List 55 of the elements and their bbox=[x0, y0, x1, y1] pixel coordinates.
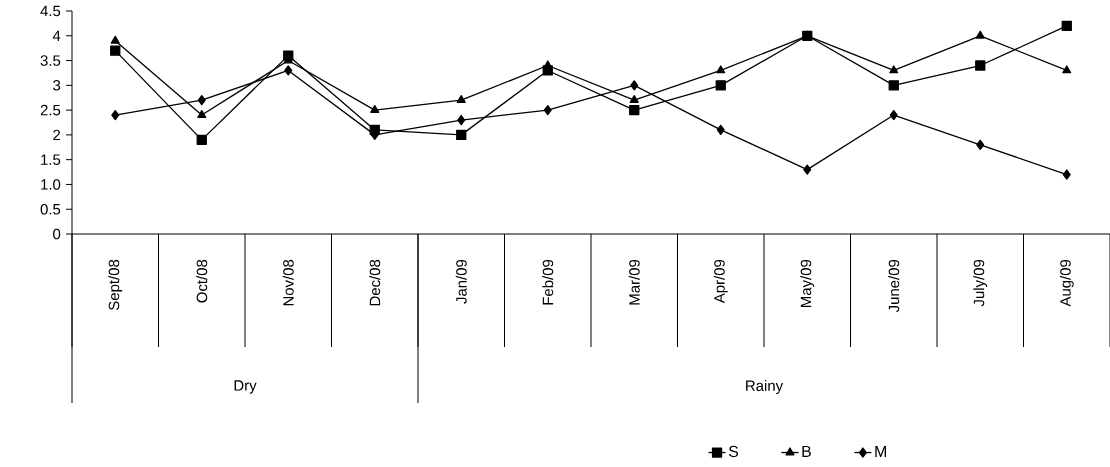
y-tick-label: 0 bbox=[53, 228, 61, 240]
y-tick-label: 4.5 bbox=[40, 5, 61, 17]
point bbox=[456, 95, 466, 104]
y-tick-label: 2 bbox=[53, 129, 61, 141]
point bbox=[110, 35, 120, 44]
point bbox=[715, 80, 726, 91]
point bbox=[975, 30, 985, 39]
legend-label: B bbox=[802, 445, 811, 457]
y-tick-label: 4 bbox=[52, 30, 61, 41]
x-tick-label: Feb/09 bbox=[542, 259, 554, 305]
point bbox=[716, 124, 725, 136]
point bbox=[976, 139, 985, 150]
point bbox=[456, 129, 467, 141]
point bbox=[1061, 20, 1072, 32]
y-tick-label: 3 bbox=[53, 80, 61, 91]
point bbox=[197, 109, 207, 118]
point bbox=[975, 60, 986, 71]
x-tick-label: July/09 bbox=[973, 259, 988, 307]
x-tick-label: Dec/08 bbox=[369, 259, 381, 306]
point bbox=[630, 80, 639, 91]
y-tick-label: 3.5 bbox=[40, 55, 61, 66]
y-tick-label: 0.5 bbox=[40, 203, 61, 215]
x-tick-label: Nov/08 bbox=[282, 259, 294, 306]
point bbox=[716, 65, 726, 74]
point bbox=[284, 65, 293, 76]
x-tick-label: Mar/09 bbox=[628, 259, 640, 305]
x-tick-label: Aug/09 bbox=[1059, 259, 1074, 307]
x-tick-label: June/09 bbox=[888, 259, 900, 313]
legend-label: M bbox=[875, 445, 887, 457]
text: Dry bbox=[234, 380, 257, 394]
point bbox=[457, 114, 466, 126]
point bbox=[197, 95, 206, 106]
point bbox=[1062, 169, 1071, 180]
y-tick-label: 1.5 bbox=[41, 154, 61, 165]
point bbox=[1062, 65, 1072, 74]
point bbox=[111, 109, 120, 121]
point bbox=[543, 104, 552, 116]
y-tick-label: 1.0 bbox=[41, 179, 61, 190]
text: Rainy bbox=[746, 380, 784, 394]
point bbox=[803, 164, 812, 175]
point bbox=[110, 45, 121, 56]
x-tick-label: Sept/08 bbox=[108, 259, 123, 311]
x-tick-label: Jan/09 bbox=[455, 259, 467, 304]
y-tick-label: 2.5 bbox=[40, 104, 61, 116]
point bbox=[629, 95, 639, 104]
point bbox=[889, 109, 898, 121]
x-tick-label: May/09 bbox=[800, 259, 815, 307]
point bbox=[889, 65, 899, 74]
legend-label: S bbox=[728, 445, 739, 458]
point bbox=[888, 80, 899, 91]
point bbox=[370, 104, 380, 114]
x-tick-label: Apr/09 bbox=[713, 259, 728, 304]
point bbox=[629, 104, 640, 116]
x-tick-label: Oct/08 bbox=[196, 259, 208, 303]
point bbox=[196, 134, 207, 145]
